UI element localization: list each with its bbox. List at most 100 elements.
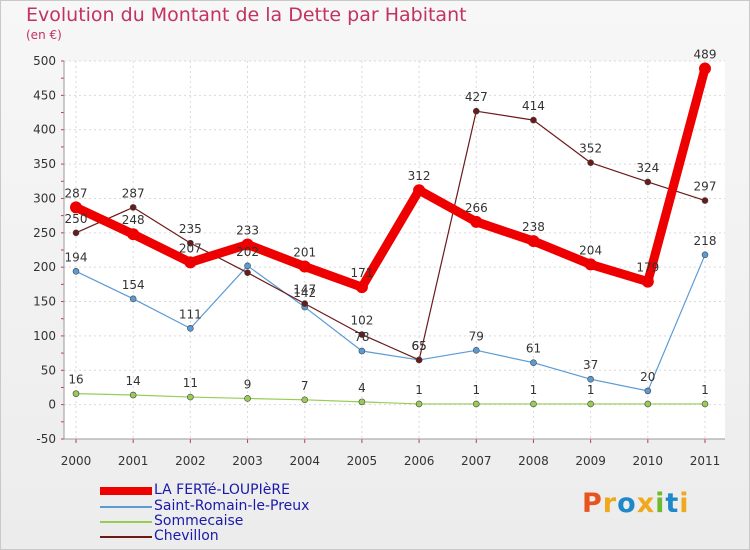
data-point [472, 107, 480, 115]
data-point [587, 375, 594, 383]
data-point [187, 325, 194, 332]
logo-letter: o [617, 488, 637, 519]
data-point [127, 228, 140, 241]
data-label: 233 [236, 224, 259, 238]
x-tick-label: 2006 [404, 454, 435, 468]
series-line [75, 393, 706, 405]
data-point [244, 262, 251, 270]
data-point [129, 204, 137, 211]
data-label: 11 [183, 376, 198, 390]
data-point [358, 398, 366, 406]
data-point [129, 391, 137, 399]
data-label: 16 [68, 373, 83, 387]
data-point [530, 116, 537, 124]
data-point [701, 251, 709, 259]
series-line [71, 64, 710, 292]
logo-letter: t [665, 488, 680, 519]
data-label: 194 [65, 250, 88, 264]
x-tick-label: 2009 [575, 454, 606, 468]
data-point [358, 347, 366, 355]
data-label: 1 [472, 383, 480, 397]
data-label: 78 [354, 330, 369, 344]
data-point [415, 400, 423, 408]
data-point [644, 178, 652, 186]
data-label: 1 [701, 383, 709, 397]
data-label: 287 [65, 186, 88, 200]
data-point [184, 256, 197, 269]
data-label: 266 [465, 201, 488, 215]
y-tick-label: 500 [33, 54, 56, 68]
data-label: 207 [179, 241, 202, 255]
data-label: 102 [350, 314, 373, 328]
data-label: 7 [301, 379, 309, 393]
data-label: 179 [636, 261, 659, 275]
data-label: 37 [583, 358, 598, 372]
data-point [301, 396, 309, 404]
data-point [358, 331, 366, 338]
data-point [244, 269, 251, 276]
y-tick-label: 100 [33, 329, 56, 343]
data-point [527, 235, 540, 248]
legend-label: Saint-Romain-le-Preux [154, 498, 310, 514]
data-point [413, 184, 426, 197]
data-label: 235 [179, 222, 202, 236]
data-point [241, 238, 254, 251]
data-label: 248 [122, 213, 145, 227]
chart-title: Evolution du Montant de la Dette par Hab… [26, 4, 467, 26]
data-label: 61 [526, 342, 541, 356]
series-line [75, 254, 706, 392]
data-label: 171 [350, 266, 373, 280]
data-label: 65 [411, 339, 426, 353]
data-label: 489 [694, 48, 717, 62]
data-point [530, 400, 537, 408]
y-tick-label: 450 [33, 88, 56, 102]
legend-label: Chevillon [154, 528, 219, 544]
data-point [472, 347, 480, 354]
data-point [301, 300, 309, 307]
data-point [644, 400, 652, 408]
data-point [699, 62, 711, 75]
chart-unit: (en €) [26, 28, 62, 42]
y-tick-label: 200 [33, 260, 56, 274]
data-point [415, 356, 423, 364]
data-point [129, 295, 137, 303]
y-tick-label: 300 [33, 191, 56, 205]
data-label: 1 [587, 383, 595, 397]
data-label: 201 [293, 245, 316, 259]
data-label: 414 [522, 99, 545, 113]
data-label: 4 [358, 381, 366, 395]
data-label: 154 [122, 278, 145, 292]
legend-item-sommecaise: Sommecaise [100, 513, 400, 531]
legend-item-saint-romain-le-preux: Saint-Romain-le-Preux [100, 498, 400, 516]
y-tick-label: 250 [33, 226, 56, 240]
data-label: 218 [694, 234, 717, 248]
series-line [75, 110, 706, 361]
data-point [355, 281, 368, 294]
data-label: 297 [694, 180, 717, 194]
data-point [641, 275, 654, 288]
data-label: 324 [636, 161, 659, 175]
legend-swatch [100, 521, 152, 523]
data-point [72, 229, 80, 237]
legend-swatch [100, 506, 152, 508]
data-point [587, 400, 594, 408]
legend-label: Sommecaise [154, 513, 244, 529]
proxiti-logo: Proxiti [582, 488, 690, 519]
data-point [187, 393, 194, 401]
data-label: 111 [179, 307, 202, 321]
x-tick-label: 2004 [289, 454, 320, 468]
x-tick-label: 2001 [118, 454, 149, 468]
data-label: 202 [236, 245, 259, 259]
data-point [701, 400, 709, 408]
data-label: 352 [579, 142, 602, 156]
data-label: 312 [408, 169, 431, 183]
logo-letter: i [679, 488, 690, 519]
x-tick-label: 2008 [518, 454, 549, 468]
data-label: 147 [293, 283, 316, 297]
data-label: 142 [293, 286, 316, 300]
y-tick-label: 350 [33, 157, 56, 171]
data-label: 20 [640, 370, 655, 384]
data-point [644, 387, 652, 395]
data-label: 14 [126, 374, 141, 388]
data-label: 1 [530, 383, 538, 397]
